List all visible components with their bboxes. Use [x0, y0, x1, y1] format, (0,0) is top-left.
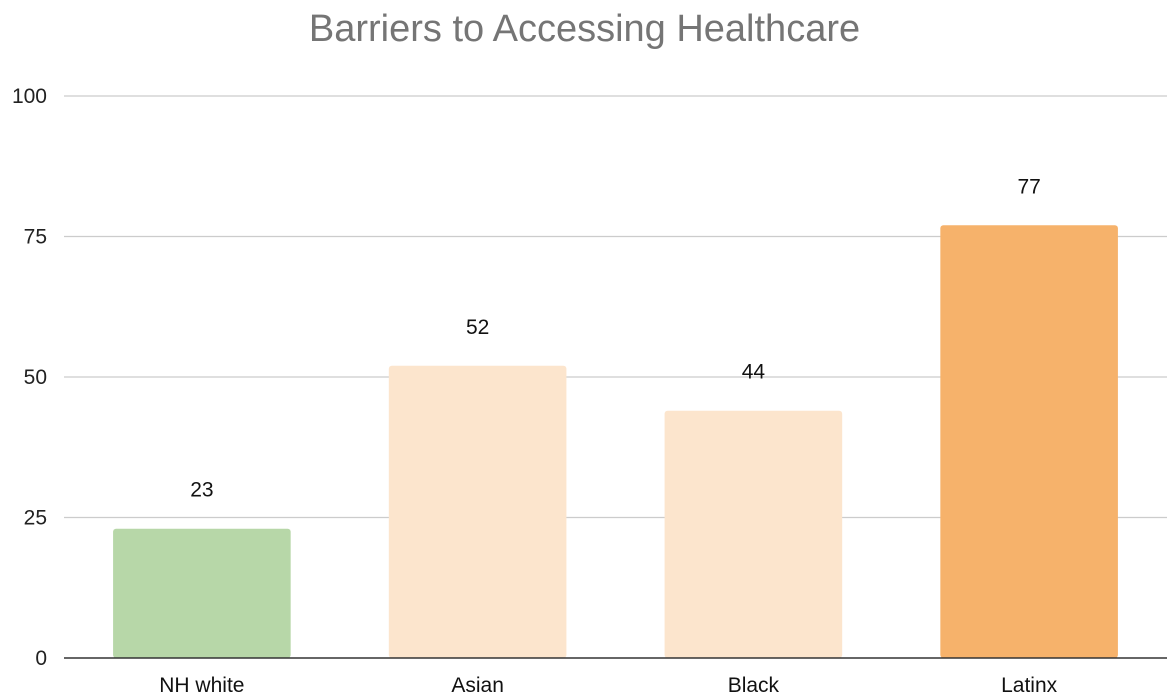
chart-title: Barriers to Accessing Healthcare — [308, 8, 861, 50]
x-tick-label: NH white — [159, 674, 244, 697]
x-tick-label: Asian — [451, 674, 504, 697]
bar-nh-white — [113, 528, 291, 658]
bar-latinx — [940, 225, 1118, 658]
y-tick-label: 25 — [24, 507, 47, 530]
data-label: 77 — [1017, 175, 1040, 198]
x-tick-label: Black — [728, 674, 780, 697]
x-tick-label: Latinx — [1001, 674, 1058, 697]
x-axis-labels: NH white Asian Black Latinx — [159, 674, 1057, 697]
data-label: 44 — [742, 361, 766, 384]
y-tick-label: 75 — [24, 226, 47, 249]
bars — [113, 225, 1118, 658]
y-tick-label: 0 — [35, 647, 47, 670]
data-label: 52 — [466, 316, 489, 339]
data-label: 23 — [190, 479, 213, 502]
bar-black — [664, 410, 843, 658]
y-tick-label: 50 — [24, 366, 47, 389]
y-tick-label: 100 — [12, 85, 47, 108]
bar-asian — [388, 365, 567, 658]
y-axis-ticks: 0 25 50 75 100 — [12, 85, 47, 670]
data-labels: 23 52 44 77 — [190, 175, 1041, 501]
